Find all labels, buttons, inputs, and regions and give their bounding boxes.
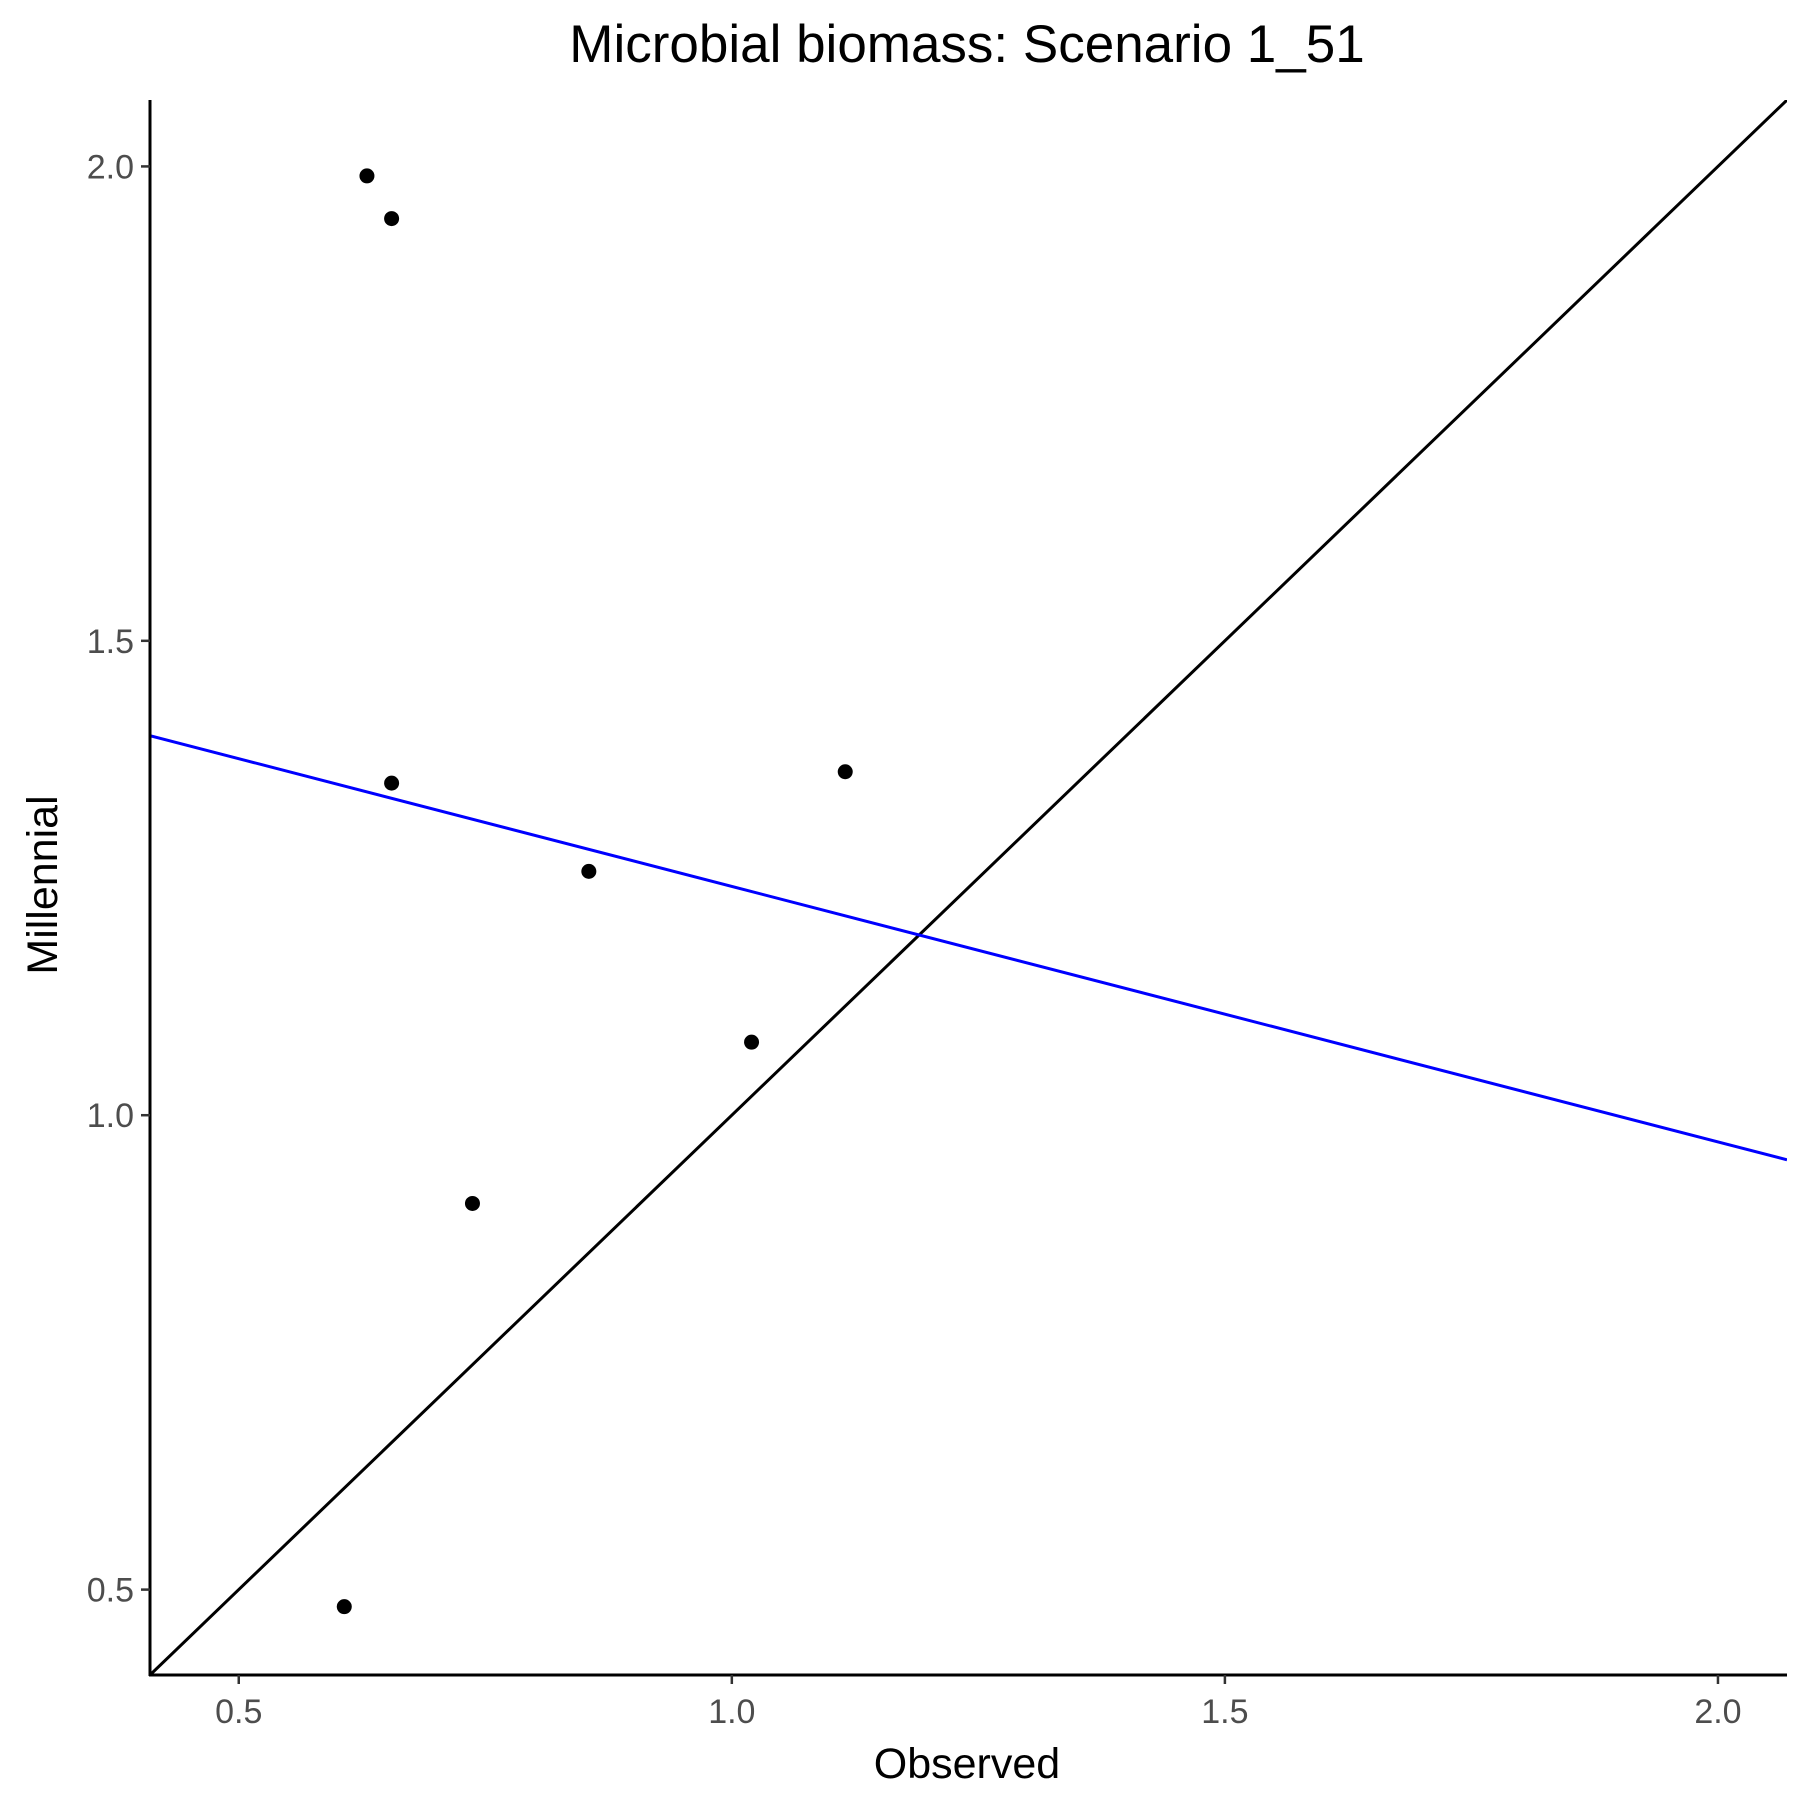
x-tick-label: 1.0 — [708, 1693, 755, 1731]
y-tick-label: 2.0 — [87, 148, 134, 186]
plot-area — [150, 100, 1787, 1675]
y-tick-label: 1.0 — [87, 1097, 134, 1135]
data-point — [464, 1195, 480, 1211]
axes — [148, 100, 1787, 1677]
identity-line — [150, 100, 1787, 1675]
x-axis-title: Observed — [874, 1740, 1060, 1788]
data-point — [384, 775, 400, 791]
data-point — [384, 211, 400, 227]
data-point — [581, 863, 597, 879]
x-tick-label: 0.5 — [215, 1693, 262, 1731]
y-tick-label: 1.5 — [87, 623, 134, 661]
data-point — [336, 1599, 352, 1615]
y-axis-ticks: 0.5 1.0 1.5 2.0 — [87, 148, 150, 1610]
y-axis-title: Millennial — [19, 795, 67, 974]
x-axis-ticks: 0.5 1.0 1.5 2.0 — [215, 1675, 1742, 1731]
data-point — [359, 168, 375, 184]
x-tick-label: 2.0 — [1694, 1693, 1741, 1731]
data-point — [837, 764, 853, 780]
chart-title: Microbial biomass: Scenario 1_51 — [569, 15, 1364, 74]
x-tick-label: 1.5 — [1201, 1693, 1248, 1731]
regression-line — [150, 734, 1787, 1162]
y-tick-label: 0.5 — [87, 1572, 134, 1610]
data-point — [744, 1034, 760, 1050]
